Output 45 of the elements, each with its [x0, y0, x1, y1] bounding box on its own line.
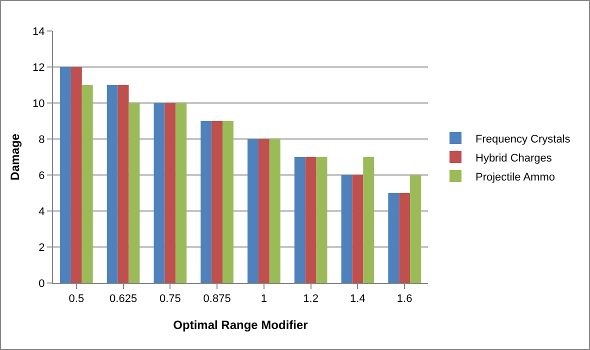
bar [363, 157, 374, 283]
x-tick-label: 1 [260, 293, 268, 306]
x-tick-label: 0.5 [68, 293, 84, 306]
bar [388, 193, 400, 283]
x-axis-title: Optimal Range Modifier [173, 318, 308, 332]
y-tick-label: 2 [38, 242, 45, 254]
bar [200, 121, 212, 283]
x-tick-label: 1.2 [303, 293, 318, 306]
bar [70, 67, 82, 283]
legend-label: Frequency Crystals [476, 133, 571, 146]
y-tick-label: 12 [32, 62, 45, 74]
y-tick-label: 8 [38, 134, 45, 146]
bar [60, 67, 71, 283]
x-tick-label: 1.4 [350, 293, 366, 306]
bar [352, 175, 364, 283]
y-tick-label: 10 [32, 98, 45, 110]
y-axis-title: Damage [8, 133, 22, 180]
bar [294, 157, 306, 283]
bar [82, 85, 93, 283]
y-tick-label: 6 [38, 170, 45, 182]
legend-label: Hybrid Charges [476, 152, 552, 164]
bar [154, 103, 165, 283]
y-tick-label: 4 [38, 206, 45, 218]
bar [410, 175, 421, 283]
bar [341, 175, 352, 283]
x-tick-label: 0.75 [159, 293, 181, 306]
y-tick-label: 0 [38, 278, 45, 290]
y-tick-label: 14 [32, 26, 45, 38]
x-tick-label: 0.625 [110, 293, 138, 306]
bar [258, 139, 270, 283]
bar [248, 139, 258, 283]
bar [176, 103, 187, 283]
legend-label: Projectile Ammo [476, 171, 555, 184]
x-tick-label: 0.875 [203, 293, 231, 306]
bar [106, 85, 118, 283]
bar [222, 121, 234, 283]
bar [316, 157, 328, 283]
bar [269, 139, 280, 283]
x-tick-label: 1.6 [396, 293, 412, 306]
bar [305, 157, 316, 283]
bar [164, 103, 176, 283]
bar [118, 85, 129, 283]
bar [212, 121, 223, 283]
bar [128, 103, 140, 283]
bar [399, 193, 410, 283]
